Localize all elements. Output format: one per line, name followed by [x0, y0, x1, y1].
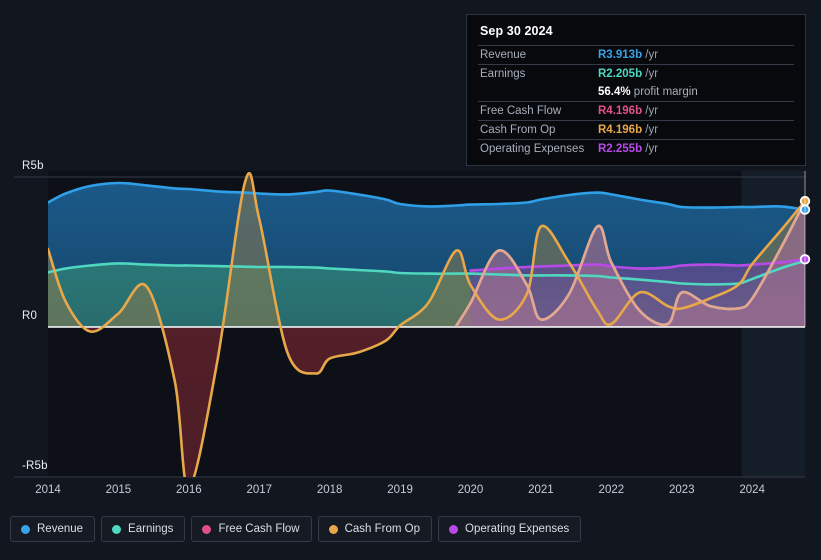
chart-svg [14, 171, 811, 478]
area-cash-from-op-positive [48, 173, 805, 327]
legend-item-revenue[interactable]: Revenue [10, 516, 96, 542]
y-axis-label-1: R0 [22, 310, 38, 322]
x-axis-label-2023: 2023 [668, 484, 695, 496]
tooltip-profit-margin-spacer [478, 83, 596, 102]
legend-color-dot-icon [21, 524, 30, 534]
x-axis-label-2022: 2022 [598, 484, 625, 496]
tooltip-value-unit: /yr [642, 49, 659, 61]
tooltip-date: Sep 30 2024 [480, 24, 553, 38]
legend-label: Revenue [37, 523, 84, 535]
area-cfo-neg-fill [48, 327, 805, 477]
legend-color-dot-icon [112, 524, 122, 534]
tooltip-row: Cash From Op R4.196b /yr [478, 120, 794, 140]
profit-margin-number: 56.4% [598, 86, 631, 98]
chart-legend: Revenue Earnings Free Cash Flow Cash From O… [10, 516, 582, 542]
x-axis-label-2024: 2024 [739, 484, 765, 496]
gridlines [14, 176, 805, 478]
y-axis-label-0: R5b [22, 160, 44, 172]
tooltip-value-number: R4.196b [598, 105, 643, 117]
x-axis-label-2015: 2015 [105, 484, 132, 496]
tooltip-row: Earnings R2.205b /yr [478, 64, 794, 83]
chart-lines [48, 172, 805, 477]
tooltip-value: R2.255b /yr [596, 139, 794, 158]
tooltip-value: R4.196b /yr [596, 101, 794, 121]
legend-item-operating-expenses[interactable]: Operating Expenses [438, 516, 582, 542]
tooltip-table: Revenue R3.913b /yr Earnings R2.205b /yr 56.… [478, 45, 794, 158]
line-cash-from-op [48, 172, 805, 477]
tooltip-row: Operating Expenses R2.255b /yr [478, 139, 794, 158]
tooltip-profit-margin-value: 56.4% profit margin [596, 83, 794, 102]
tooltip-value-unit: /yr [642, 105, 659, 117]
x-axis-label-2018: 2018 [316, 484, 343, 496]
legend-label: Cash From Op [344, 523, 421, 535]
legend-item-earnings[interactable]: Earnings [101, 516, 186, 542]
tooltip-value-number: R2.255b [598, 143, 643, 155]
chart-tooltip: Sep 30 2024 Revenue R3.913b /yr Earnings R2… [466, 14, 806, 166]
profit-margin-label: profit margin [630, 86, 698, 98]
line-earnings [48, 259, 805, 286]
legend-item-cash-from-op[interactable]: Cash From Op [317, 516, 433, 542]
chart-plot-area[interactable] [0, 0, 821, 505]
tooltip-row: Free Cash Flow R4.196b /yr [478, 101, 794, 121]
legend-label: Earnings [128, 523, 174, 535]
tooltip-row: Revenue R3.913b /yr [478, 45, 794, 65]
x-axis-label-2017: 2017 [246, 484, 273, 496]
area-cash-from-op-negative [48, 327, 805, 477]
legend-color-dot-icon [328, 524, 338, 534]
area-cfo-pos-fill [48, 173, 805, 327]
tooltip-value-number: R4.196b [598, 124, 643, 136]
y-axis-label-2: -R5b [22, 460, 48, 472]
legend-color-dot-icon [449, 524, 459, 534]
legend-label: Operating Expenses [465, 523, 570, 535]
x-axis-label-2020: 2020 [457, 484, 484, 496]
tooltip-value-unit: /yr [642, 68, 659, 80]
line-revenue [48, 181, 805, 211]
legend-item-free-cash-flow[interactable]: Free Cash Flow [191, 516, 312, 542]
tooltip-value-unit: /yr [642, 143, 659, 155]
tooltip-value: R2.205b /yr [596, 64, 794, 83]
tooltip-key: Revenue [478, 45, 596, 65]
x-axis-label-2019: 2019 [387, 484, 413, 496]
legend-color-dot-icon [202, 524, 212, 534]
tooltip-value-number: R2.205b [598, 68, 643, 80]
x-axis-label-2021: 2021 [528, 484, 554, 496]
legend-label: Free Cash Flow [218, 523, 300, 535]
tooltip-value: R4.196b /yr [596, 120, 794, 140]
x-axis-label-2014: 2014 [35, 484, 61, 496]
tooltip-value-number: R3.913b [598, 49, 643, 61]
line-free-cash-flow-overlay [455, 199, 805, 327]
tooltip-value-unit: /yr [642, 124, 659, 136]
tooltip-row-profit-margin: 56.4% profit margin [478, 83, 794, 102]
tooltip-key: Free Cash Flow [478, 101, 596, 121]
x-axis-label-2016: 2016 [176, 484, 202, 496]
tooltip-key: Earnings [478, 64, 596, 83]
tooltip-key: Cash From Op [478, 120, 596, 140]
tooltip-key: Operating Expenses [478, 139, 596, 158]
tooltip-value: R3.913b /yr [596, 45, 794, 65]
